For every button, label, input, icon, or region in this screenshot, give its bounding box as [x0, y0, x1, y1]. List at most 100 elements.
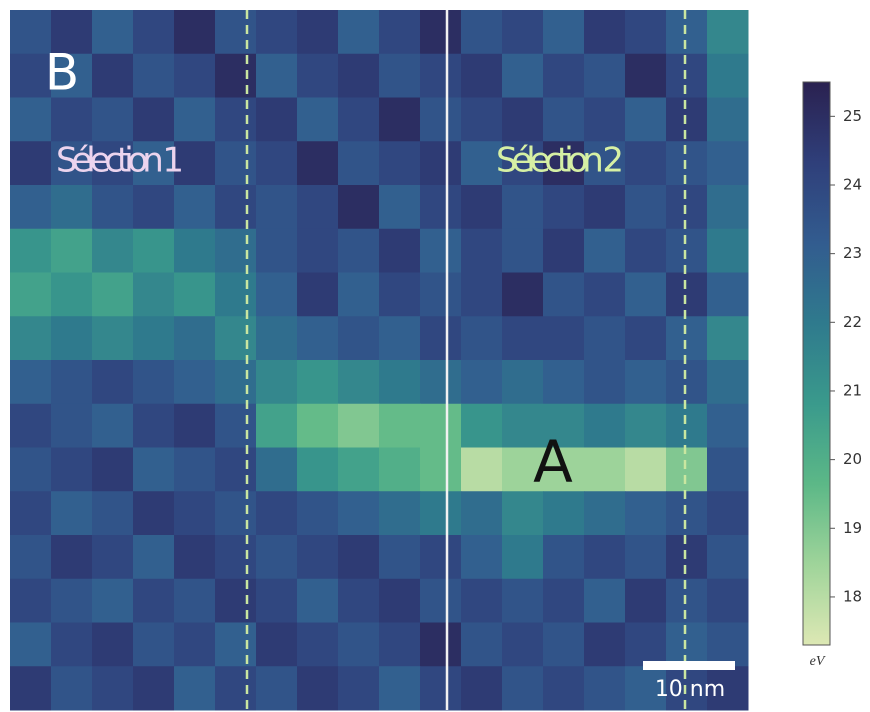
cell [297, 403, 339, 448]
cell [174, 578, 216, 623]
cell [543, 535, 585, 580]
cell [666, 622, 708, 667]
cell [502, 53, 544, 98]
cell [543, 578, 585, 623]
cell [420, 403, 462, 448]
cell [92, 666, 134, 711]
cell [297, 10, 339, 55]
cell [420, 622, 462, 667]
cell [461, 10, 503, 55]
cell [584, 360, 626, 405]
colorbar-tick-label: 19 [843, 519, 862, 537]
cell [51, 228, 93, 273]
cell [461, 447, 503, 492]
cell [256, 97, 298, 142]
colorbar-tick-label: 20 [843, 450, 862, 468]
cell [707, 97, 749, 142]
cell [92, 360, 134, 405]
cell [133, 272, 175, 317]
cell [543, 447, 585, 492]
cell [420, 185, 462, 230]
cell [543, 141, 585, 186]
cell [543, 666, 585, 711]
cell [338, 491, 380, 536]
cell [420, 535, 462, 580]
cell [256, 141, 298, 186]
cell [133, 53, 175, 98]
colorbar [802, 81, 831, 646]
cell [379, 491, 421, 536]
cell [707, 535, 749, 580]
cell [543, 97, 585, 142]
cell [666, 53, 708, 98]
cell [297, 97, 339, 142]
cell [256, 272, 298, 317]
cell [92, 141, 134, 186]
cell [666, 403, 708, 448]
heatmap [10, 10, 749, 711]
cell [707, 578, 749, 623]
cell [51, 185, 93, 230]
cell [625, 447, 667, 492]
cell [666, 360, 708, 405]
cell [584, 622, 626, 667]
cell [215, 622, 257, 667]
cell [338, 53, 380, 98]
cell [256, 578, 298, 623]
cell [502, 447, 544, 492]
cell [707, 316, 749, 361]
cell [379, 360, 421, 405]
cell [420, 578, 462, 623]
cell [502, 272, 544, 317]
cell [338, 316, 380, 361]
cell [92, 53, 134, 98]
cell [461, 185, 503, 230]
cell [133, 491, 175, 536]
annotation: Sélection 2 [496, 141, 624, 181]
cell [584, 666, 626, 711]
colorbar-tick-label: 25 [843, 107, 862, 125]
cell [707, 185, 749, 230]
cell [461, 228, 503, 273]
cell [584, 10, 626, 55]
cell [338, 97, 380, 142]
cell [133, 10, 175, 55]
cell [461, 141, 503, 186]
cell [379, 228, 421, 273]
cell [584, 53, 626, 98]
cell [215, 578, 257, 623]
cell [174, 316, 216, 361]
cell [543, 53, 585, 98]
cell [338, 578, 380, 623]
cell [51, 53, 93, 98]
cell [10, 622, 52, 667]
cell [461, 622, 503, 667]
cell [338, 185, 380, 230]
cell [502, 666, 544, 711]
cell [215, 316, 257, 361]
cell [338, 403, 380, 448]
cell [461, 578, 503, 623]
cell [51, 10, 93, 55]
cell [625, 622, 667, 667]
cell [584, 141, 626, 186]
cell [297, 53, 339, 98]
cell [461, 666, 503, 711]
cell [625, 141, 667, 186]
colorbar-tick-label: 22 [843, 313, 862, 331]
cell [10, 535, 52, 580]
cell [133, 360, 175, 405]
cell [584, 228, 626, 273]
cell [92, 403, 134, 448]
cell [543, 316, 585, 361]
cell [10, 666, 52, 711]
cell [379, 578, 421, 623]
cell [297, 360, 339, 405]
cell [625, 272, 667, 317]
cell [256, 491, 298, 536]
colorbar-label: eV [810, 654, 826, 669]
cell [51, 666, 93, 711]
cell [174, 666, 216, 711]
cell [297, 666, 339, 711]
cell [502, 622, 544, 667]
